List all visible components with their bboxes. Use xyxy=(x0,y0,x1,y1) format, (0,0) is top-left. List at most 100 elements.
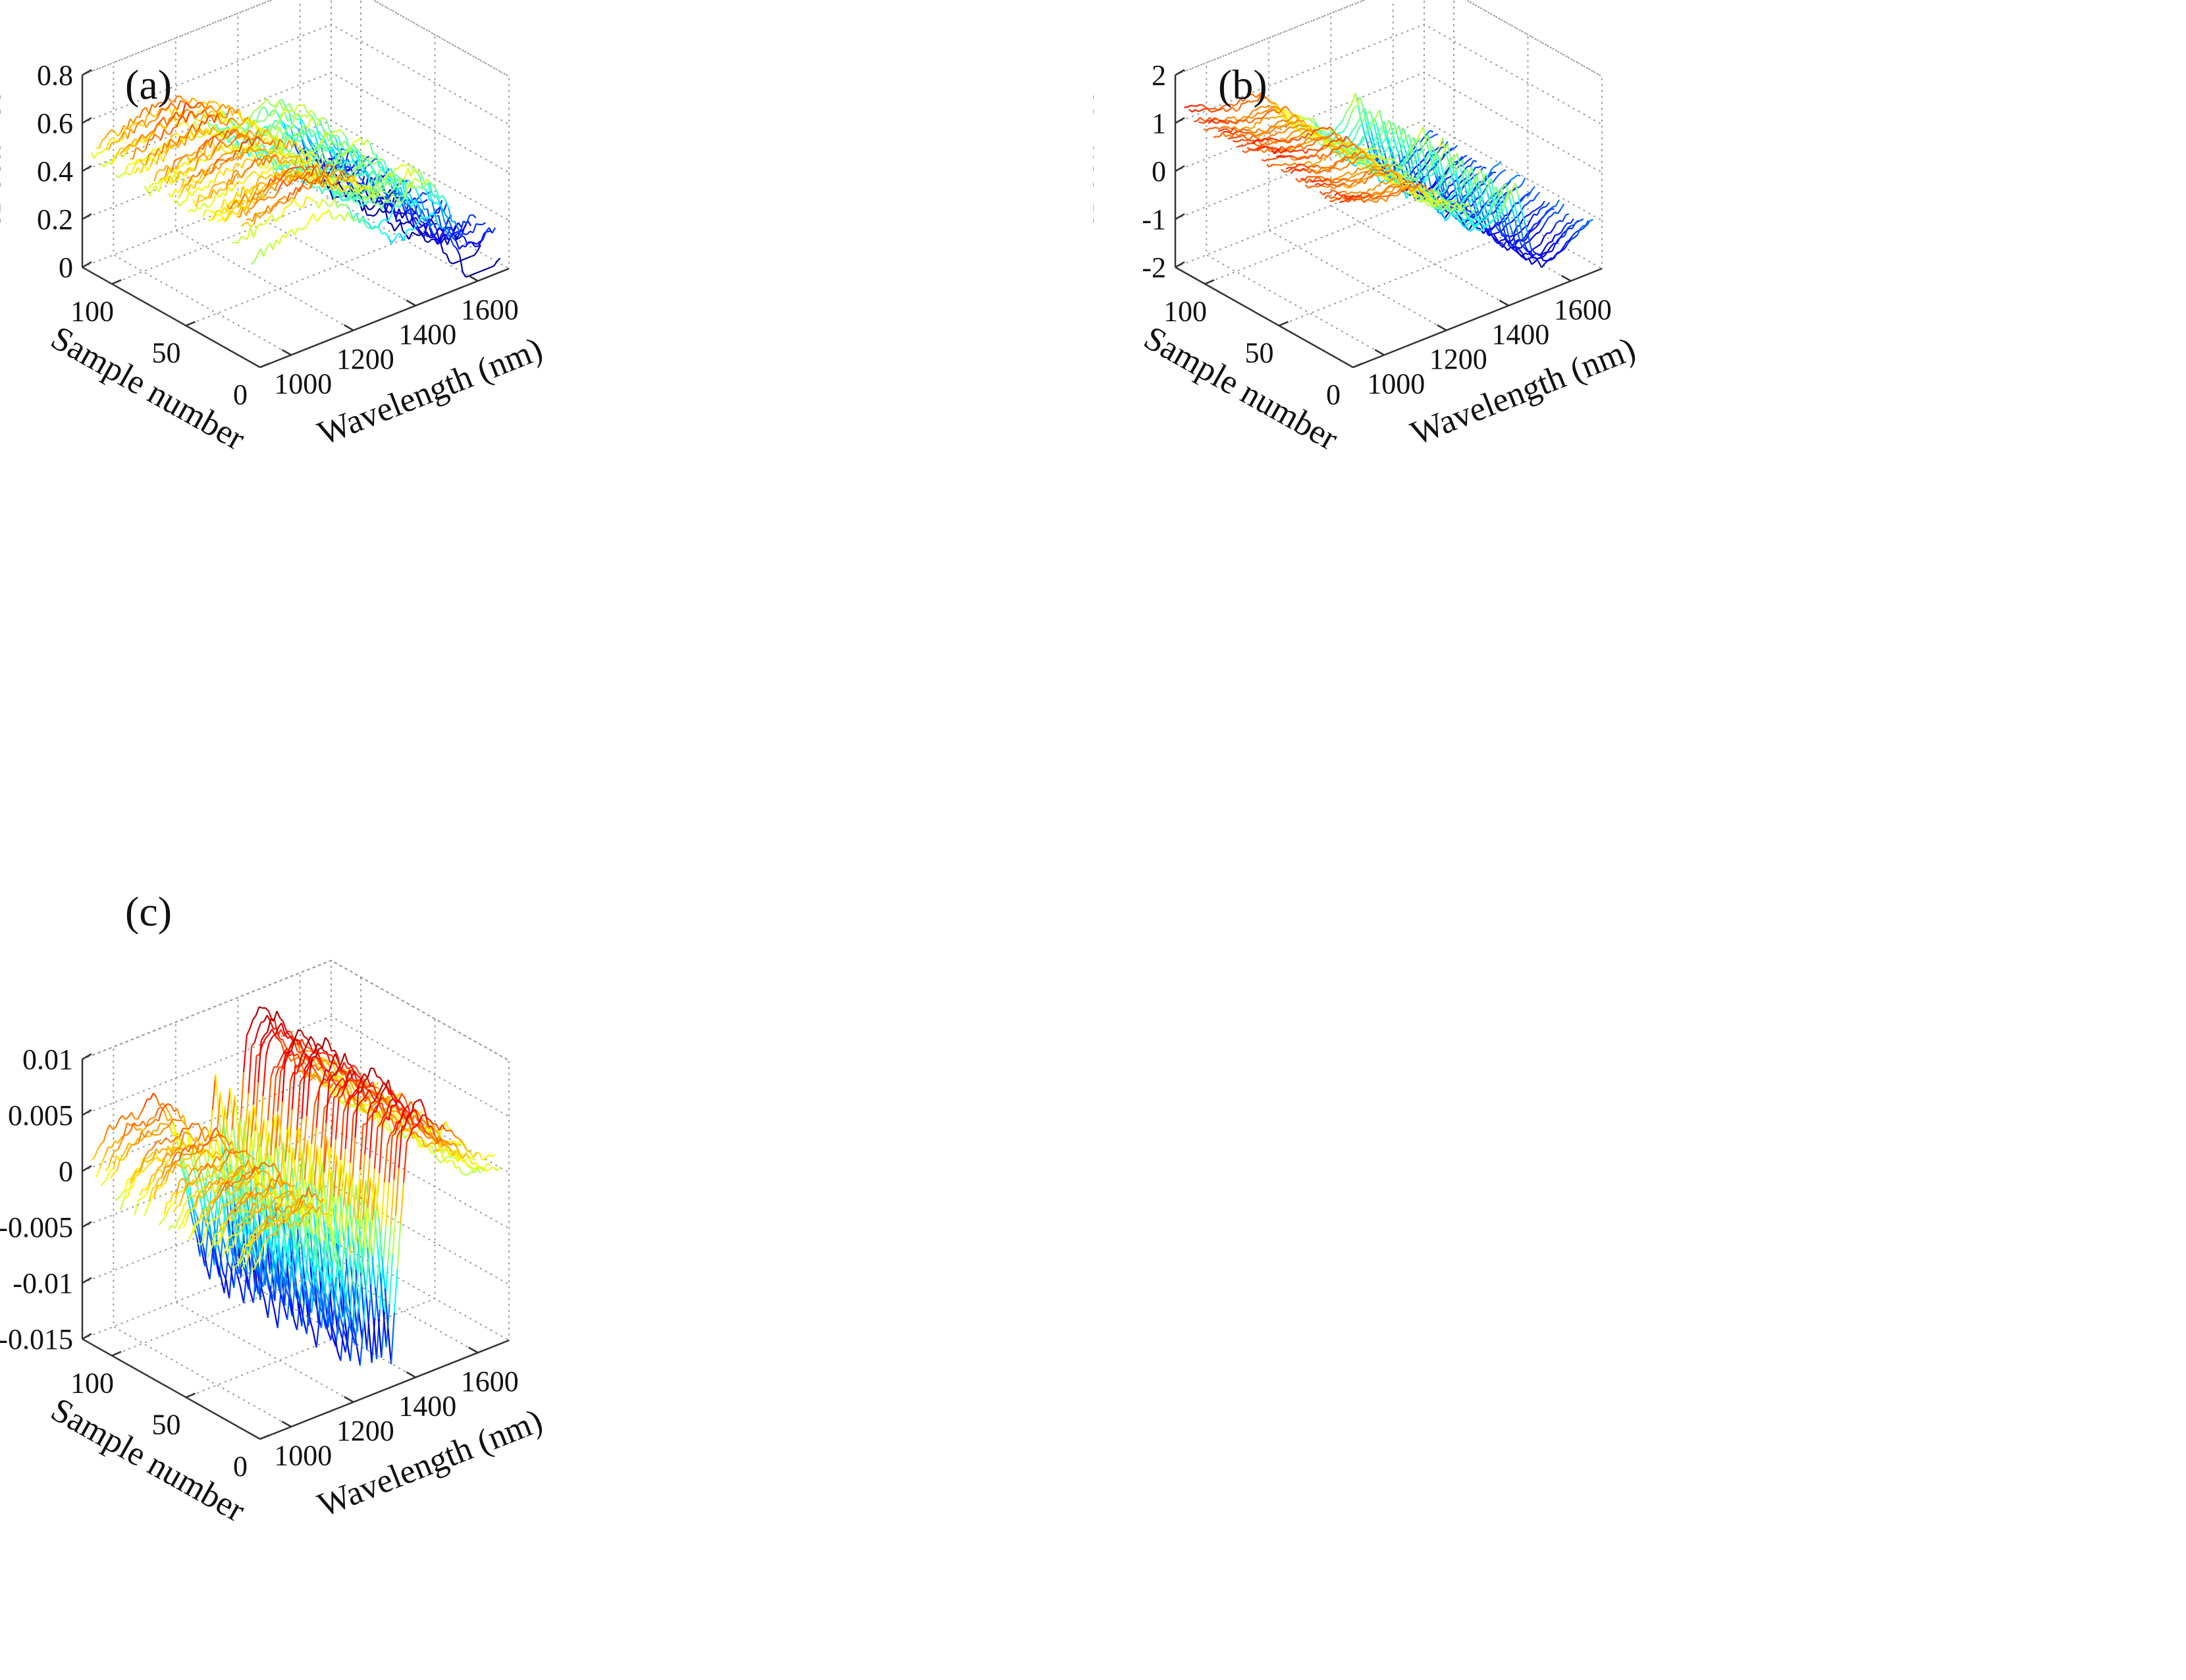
spectrum-segment xyxy=(1227,137,1231,140)
spectrum-segment xyxy=(1432,183,1437,189)
spectrum-segment xyxy=(1248,100,1252,103)
spectrum-segment xyxy=(1201,108,1205,111)
spectrum-segment xyxy=(1253,147,1258,151)
spectrum-segment xyxy=(458,222,462,228)
spectrum-segment xyxy=(250,261,255,265)
spectrum-segment xyxy=(235,205,240,209)
spectrum-segment xyxy=(287,115,292,122)
spectrum-segment xyxy=(217,113,222,124)
spectrum-segment xyxy=(1350,159,1354,163)
spectrum-segment xyxy=(1316,165,1321,169)
spectrum-segment xyxy=(1194,109,1199,113)
spectrum-segment xyxy=(163,165,168,171)
spectrum-segment xyxy=(236,191,241,199)
spectrum-segment xyxy=(387,201,391,203)
spectrum-segment xyxy=(317,171,321,177)
spectrum-segment xyxy=(287,203,292,207)
spectrum-segment xyxy=(1357,167,1362,171)
spectrum-segment xyxy=(151,130,155,133)
spectrum-segment xyxy=(147,131,152,136)
spectrum-segment xyxy=(1424,134,1429,143)
spectrum-segment xyxy=(1353,164,1357,167)
spectrum-segment xyxy=(1318,136,1323,141)
spectrum-segment xyxy=(323,164,327,172)
spectrum-segment xyxy=(201,159,206,163)
spectrum-segment xyxy=(174,132,178,136)
spectrum-segment xyxy=(254,119,259,123)
spectrum-segment xyxy=(1521,177,1526,185)
spectrum-segment xyxy=(1354,167,1359,174)
spectrum-segment xyxy=(167,138,172,148)
spectrum-segment xyxy=(1217,109,1221,111)
spectrum-segment xyxy=(264,176,269,180)
spectrum-segment xyxy=(242,207,247,216)
spectrum-segment xyxy=(219,113,224,124)
spectrum-segment xyxy=(254,192,259,196)
spectrum-segment xyxy=(1487,231,1491,236)
spectrum-segment xyxy=(183,132,188,138)
spectrum-segment xyxy=(1356,157,1360,161)
spectrum-segment xyxy=(205,130,209,136)
spectrum-segment xyxy=(1499,244,1504,248)
spectrum-segment xyxy=(1451,176,1456,188)
spectrum-segment xyxy=(1434,164,1439,171)
spectrum-segment xyxy=(1480,183,1484,186)
spectrum-segment xyxy=(157,120,161,125)
spectrum-segment xyxy=(1380,172,1384,175)
spectrum-segment xyxy=(1244,131,1248,134)
spectrum-segment xyxy=(427,238,433,243)
spectrum-segment xyxy=(252,203,256,209)
spectrum-segment xyxy=(1383,172,1387,175)
spectrum-segment xyxy=(378,158,382,161)
spectrum-segment xyxy=(223,168,228,176)
spectrum-segment xyxy=(294,105,298,113)
spectrum-segment xyxy=(219,212,224,217)
spectrum-segment xyxy=(1242,97,1247,102)
spectrum-segment xyxy=(331,142,336,149)
spectrum-segment xyxy=(404,210,409,221)
spectrum-segment xyxy=(213,159,219,165)
spectrum-segment xyxy=(466,215,471,224)
spectrum-segment xyxy=(250,161,255,168)
spectrum-segment xyxy=(1422,165,1427,170)
spectrum-segment xyxy=(320,145,325,149)
spectrum-segment xyxy=(1535,223,1539,228)
spectrum-segment xyxy=(303,161,307,165)
spectrum-segment xyxy=(1287,148,1291,151)
spectrum-segment xyxy=(1311,120,1316,124)
spectrum-segment xyxy=(1285,167,1290,170)
spectrum-segment xyxy=(188,167,193,172)
spectrum-segment xyxy=(238,197,244,206)
spectrum-segment xyxy=(164,142,169,148)
spectrum-segment xyxy=(182,102,186,115)
spectrum-segment xyxy=(259,248,265,257)
spectrum-segment xyxy=(250,185,255,196)
spectrum-segment xyxy=(431,201,437,217)
spectrum-segment xyxy=(1392,130,1397,137)
spectrum-segment xyxy=(1290,124,1294,128)
spectrum-segment xyxy=(138,136,143,143)
spectrum-segment xyxy=(1339,175,1343,178)
spectrum-segment xyxy=(457,228,462,237)
spectrum-segment xyxy=(1338,144,1343,150)
spectrum-segment xyxy=(241,223,246,227)
spectrum-segment xyxy=(1367,121,1372,132)
spectrum-segment xyxy=(1418,149,1423,156)
spectrum-segment xyxy=(364,186,368,190)
spectrum-segment xyxy=(332,163,336,165)
spectrum-segment xyxy=(1298,180,1302,183)
spectrum-segment xyxy=(257,120,262,123)
spectrum-segment xyxy=(1477,192,1482,207)
spectrum-segment xyxy=(238,163,243,169)
spectrum-segment xyxy=(215,129,219,133)
spectrum-segment xyxy=(226,205,231,210)
spectrum-segment xyxy=(198,169,203,176)
spectrum-segment xyxy=(376,193,381,197)
spectrum-segment xyxy=(1373,172,1377,175)
spectrum-segment xyxy=(245,208,250,216)
spectrum-segment xyxy=(336,176,340,184)
spectrum-segment xyxy=(161,108,165,111)
spectrum-segment xyxy=(280,168,284,176)
spectrum-segment xyxy=(1279,149,1283,153)
spectrum-segment xyxy=(314,130,319,136)
